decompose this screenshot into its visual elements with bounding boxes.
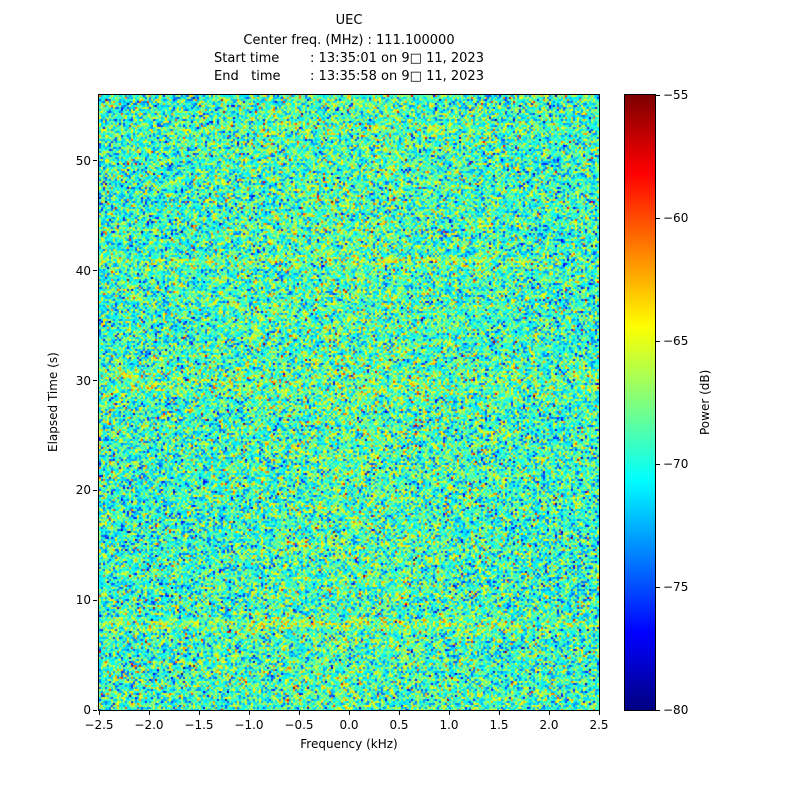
y-tick-mark <box>93 380 97 382</box>
colorbar-tick-label: −55 <box>663 88 689 102</box>
colorbar-tick-mark <box>656 463 660 465</box>
y-axis-label: Elapsed Time (s) <box>46 352 60 453</box>
colorbar-label: Power (dB) <box>698 369 712 436</box>
x-tick-label: 0.5 <box>389 718 409 732</box>
x-tick-label: 1.0 <box>439 718 459 732</box>
x-tick-mark <box>348 711 350 715</box>
x-tick-label: 0.0 <box>339 718 359 732</box>
colorbar-canvas <box>625 95 655 710</box>
x-tick-label: 1.5 <box>489 718 509 732</box>
y-tick-mark <box>93 270 97 272</box>
center-frequency-line: Center freq. (MHz) : 111.100000 <box>243 33 455 48</box>
chart-header: UEC Center freq. (MHz) : 111.100000 Star… <box>98 12 600 86</box>
colorbar-tick-mark <box>656 709 660 711</box>
colorbar-tick-label: −65 <box>663 334 689 348</box>
x-tick-label: 2.0 <box>539 718 559 732</box>
colorbar-tick-label: −75 <box>663 580 689 594</box>
x-tick-mark <box>98 711 100 715</box>
y-tick-mark <box>93 489 97 491</box>
x-tick-mark <box>298 711 300 715</box>
colorbar-tick-label: −60 <box>663 211 689 225</box>
colorbar-tick-mark <box>656 217 660 219</box>
x-tick-mark <box>198 711 200 715</box>
x-tick-label: −1.0 <box>234 718 264 732</box>
y-tick-label: 20 <box>75 483 91 498</box>
colorbar-tick-mark <box>656 94 660 96</box>
x-tick-mark <box>498 711 500 715</box>
x-tick-label: −2.0 <box>134 718 164 732</box>
colorbar-tick-mark <box>656 586 660 588</box>
y-tick-mark <box>93 160 97 162</box>
y-tick-mark <box>93 709 97 711</box>
x-tick-mark <box>148 711 150 715</box>
x-tick-mark <box>398 711 400 715</box>
start-time-row: Start time : 13:35:01 on 9□ 11, 2023 <box>214 50 484 68</box>
spectrogram-canvas <box>99 95 599 710</box>
colorbar-tick-mark <box>656 340 660 342</box>
colorbar-tick-label: −70 <box>663 457 689 471</box>
x-tick-mark <box>248 711 250 715</box>
end-time-value: : 13:35:58 on 9□ 11, 2023 <box>310 69 484 84</box>
x-tick-label: −1.5 <box>184 718 214 732</box>
colorbar-tick-label: −80 <box>663 703 689 717</box>
x-tick-label: 2.5 <box>589 718 609 732</box>
colorbar <box>624 94 656 711</box>
start-time-value: : 13:35:01 on 9□ 11, 2023 <box>310 51 484 66</box>
plot-area <box>98 94 600 711</box>
y-tick-label: 0 <box>83 703 91 717</box>
y-tick-label: 50 <box>75 153 91 168</box>
x-tick-mark <box>448 711 450 715</box>
chart-title: UEC <box>335 13 363 28</box>
y-tick-label: 30 <box>75 373 91 388</box>
y-tick-label: 40 <box>75 263 91 278</box>
x-tick-label: −2.5 <box>84 718 114 732</box>
x-tick-mark <box>598 711 600 715</box>
y-tick-mark <box>93 599 97 601</box>
x-tick-label: −0.5 <box>284 718 314 732</box>
x-axis-label: Frequency (kHz) <box>300 737 398 751</box>
start-time-label: Start time <box>214 51 280 66</box>
x-tick-mark <box>548 711 550 715</box>
y-tick-label: 10 <box>75 593 91 608</box>
end-time-row: End time : 13:35:58 on 9□ 11, 2023 <box>214 68 484 86</box>
end-time-label: End time <box>214 69 281 84</box>
time-block: Start time : 13:35:01 on 9□ 11, 2023 End … <box>214 50 484 86</box>
